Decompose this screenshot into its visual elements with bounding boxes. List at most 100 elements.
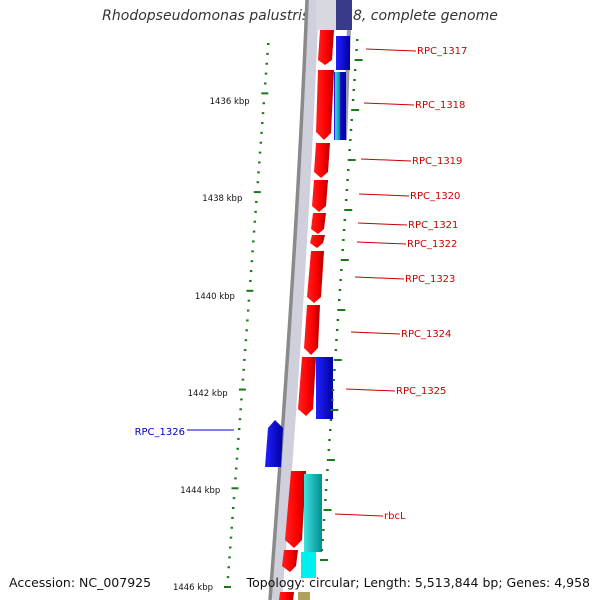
gene-feature-next xyxy=(282,550,298,572)
minor-tick xyxy=(229,536,233,539)
blue-cds-1325 xyxy=(316,357,333,419)
gene-feature-rbcL[interactable] xyxy=(285,471,306,548)
minor-tick xyxy=(226,576,230,579)
backbone-band xyxy=(270,0,319,600)
minor-tick xyxy=(234,477,237,480)
minor-tick xyxy=(246,319,249,322)
minor-tick xyxy=(260,131,263,134)
right-major-tick xyxy=(354,59,363,61)
label-leader-line xyxy=(354,276,405,280)
minor-tick xyxy=(264,72,268,75)
right-minor-tick xyxy=(324,499,327,501)
gene-feature-RPC_1320[interactable] xyxy=(312,180,328,212)
right-minor-tick xyxy=(329,419,333,421)
gene-label-RPC_1325[interactable]: RPC_1325 xyxy=(396,386,446,397)
right-minor-tick xyxy=(327,449,331,451)
label-leader-line xyxy=(365,48,417,52)
kbp-label: 1444 kbp xyxy=(180,486,220,496)
minor-tick xyxy=(258,161,261,164)
right-minor-tick xyxy=(336,319,340,321)
kbp-label: 1440 kbp xyxy=(195,292,235,302)
right-major-tick xyxy=(330,409,339,411)
gene-label-RPC_1324[interactable]: RPC_1324 xyxy=(401,329,451,340)
accession-text: Accession: NC_007925 xyxy=(9,575,152,590)
minor-tick xyxy=(239,408,242,411)
right-major-tick xyxy=(320,559,328,561)
right-minor-tick xyxy=(331,389,335,391)
minor-tick xyxy=(228,556,231,559)
gene-feature-RPC_1322[interactable] xyxy=(310,235,325,248)
minor-tick xyxy=(249,279,252,282)
minor-tick xyxy=(234,467,238,470)
gene-label-RPC_1319[interactable]: RPC_1319 xyxy=(412,156,462,167)
right-minor-tick xyxy=(353,79,356,81)
gene-label-RPC_1323[interactable]: RPC_1323 xyxy=(405,274,455,285)
gene-labels: RPC_1317 RPC_1318 RPC_1319 RPC_1320 RPC_1321… xyxy=(135,46,468,522)
ruler-ticks xyxy=(224,43,270,588)
right-minor-tick xyxy=(349,129,353,131)
map-title: Rhodopseudomonas palustris BisB18, compl… xyxy=(102,8,498,24)
blue-cds-top xyxy=(336,36,350,70)
minor-tick xyxy=(231,507,235,510)
right-minor-tick xyxy=(325,479,329,481)
label-leader-line xyxy=(358,193,410,197)
right-minor-tick xyxy=(329,429,332,431)
minor-tick xyxy=(231,516,234,519)
right-ticks xyxy=(320,39,363,561)
minor-tick xyxy=(266,52,269,55)
label-leader-line xyxy=(356,241,407,245)
minor-tick xyxy=(258,151,262,154)
gene-feature-RPC_1324[interactable] xyxy=(304,305,320,355)
gene-label-RPC_1318[interactable]: RPC_1318 xyxy=(415,100,465,111)
major-tick xyxy=(238,388,246,391)
minor-tick xyxy=(245,329,248,332)
right-minor-tick xyxy=(348,149,351,151)
gene-label-rbcL[interactable]: rbcL xyxy=(384,511,406,522)
forward-cds-track xyxy=(279,30,334,600)
minor-tick xyxy=(256,181,260,184)
right-major-tick xyxy=(326,459,335,461)
backbone-line xyxy=(268,0,309,600)
minor-tick xyxy=(230,526,233,529)
minor-tick xyxy=(243,349,247,352)
minor-tick xyxy=(227,566,230,569)
minor-tick xyxy=(238,418,242,421)
gene-feature-RPC_1319[interactable] xyxy=(314,143,330,178)
minor-tick xyxy=(255,200,258,203)
right-minor-tick xyxy=(322,529,325,531)
right-minor-tick xyxy=(342,239,345,241)
label-leader-line xyxy=(334,513,384,517)
gene-label-RPC_1317[interactable]: RPC_1317 xyxy=(417,46,467,57)
major-tick xyxy=(246,289,254,292)
gene-label-RPC_1326[interactable]: RPC_1326 xyxy=(135,427,185,438)
right-minor-tick xyxy=(328,439,331,441)
gene-feature-RPC_1325[interactable] xyxy=(298,357,316,416)
right-major-tick xyxy=(323,509,332,511)
gene-feature-RPC_1326[interactable] xyxy=(265,420,283,467)
right-minor-tick xyxy=(324,489,328,491)
right-minor-tick xyxy=(339,279,342,281)
right-minor-tick xyxy=(355,49,358,51)
gene-feature-RPC_1321[interactable] xyxy=(311,213,326,234)
gene-label-RPC_1321[interactable]: RPC_1321 xyxy=(408,220,458,231)
label-leader-line xyxy=(360,158,412,162)
minor-tick xyxy=(259,141,263,144)
top-strip-blue xyxy=(336,0,352,30)
minor-tick xyxy=(237,428,241,431)
gene-label-RPC_1322[interactable]: RPC_1322 xyxy=(407,239,457,250)
minor-tick xyxy=(235,457,239,460)
right-minor-tick xyxy=(338,299,341,301)
major-tick xyxy=(253,191,261,194)
right-minor-tick xyxy=(338,289,342,291)
right-minor-tick xyxy=(341,249,344,251)
gene-feature-RPC_1317[interactable] xyxy=(318,30,334,65)
right-minor-tick xyxy=(344,199,348,201)
label-leader-line xyxy=(345,388,396,392)
gene-label-RPC_1320[interactable]: RPC_1320 xyxy=(410,191,460,202)
gene-feature-RPC_1318[interactable] xyxy=(316,70,334,140)
gene-feature-RPC_1323[interactable] xyxy=(307,251,324,303)
label-leader-line xyxy=(357,222,408,226)
cyan-feature-1318 xyxy=(335,72,340,140)
minor-tick xyxy=(252,240,255,243)
